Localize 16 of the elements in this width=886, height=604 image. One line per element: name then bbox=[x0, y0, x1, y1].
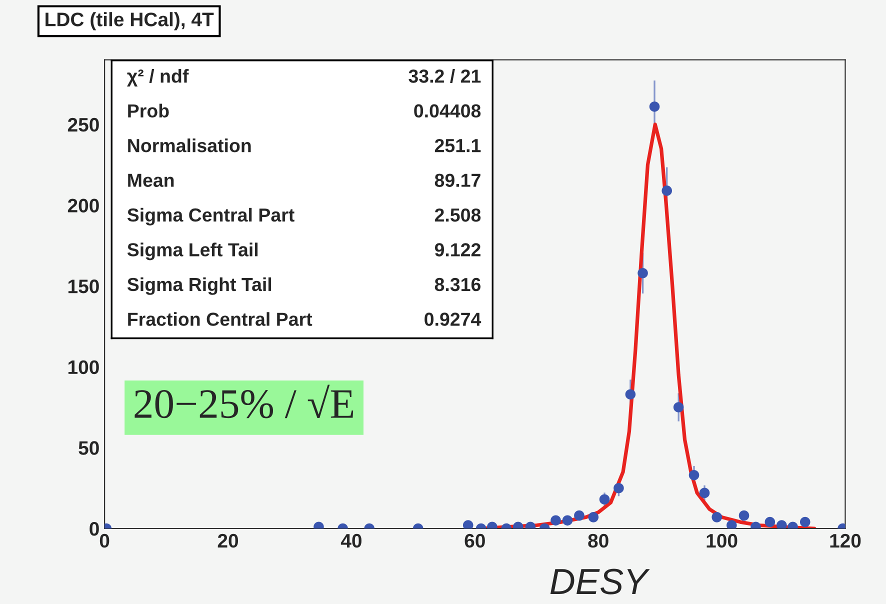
x-tick-label: 120 bbox=[830, 534, 861, 548]
annotation: 20−25% / √E bbox=[134, 384, 354, 418]
x-tick-label: 40 bbox=[340, 534, 362, 548]
y-tick-label: 200 bbox=[68, 198, 99, 212]
x-tick-label: 100 bbox=[706, 534, 738, 548]
x-tick-label: 0 bbox=[100, 534, 110, 548]
y-tick-label: 50 bbox=[78, 441, 99, 455]
y-tick-label: 0 bbox=[90, 522, 99, 536]
y-tick-label: 100 bbox=[68, 360, 99, 374]
x-tick-label: 20 bbox=[218, 534, 238, 548]
chart-title: LDC (tile HCal), 4T bbox=[46, 12, 214, 30]
x-tick-label: 80 bbox=[588, 534, 608, 548]
y-tick-label: 250 bbox=[68, 118, 99, 132]
y-tick-label: 150 bbox=[68, 280, 99, 294]
x-tick-label: 60 bbox=[464, 534, 485, 548]
text: DESY bbox=[550, 568, 650, 594]
